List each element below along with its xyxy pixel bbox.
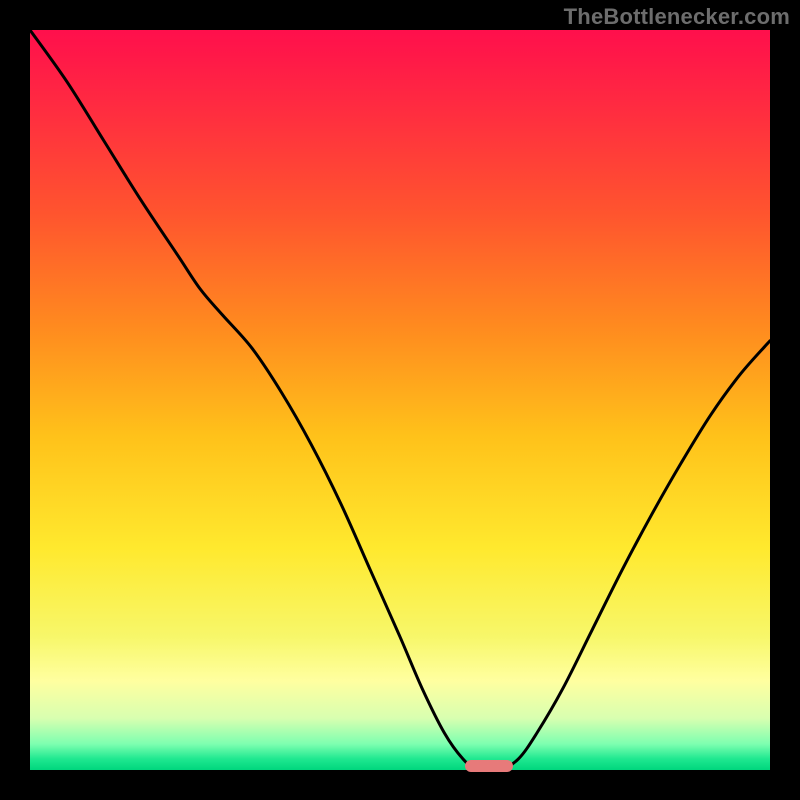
bottleneck-curve — [30, 30, 770, 770]
watermark-label: TheBottlenecker.com — [564, 4, 790, 30]
figure-frame: TheBottlenecker.com — [0, 0, 800, 800]
curve-path — [30, 30, 770, 770]
optimal-marker — [465, 760, 513, 772]
